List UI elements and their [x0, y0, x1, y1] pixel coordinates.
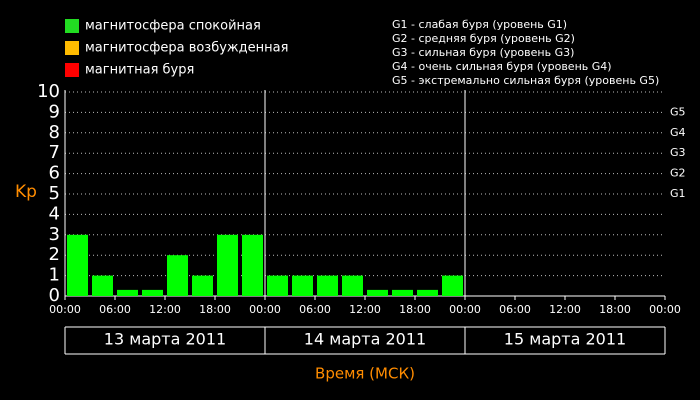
y-tick-label: 5 [49, 183, 60, 204]
x-tick-label: 06:00 [299, 303, 331, 316]
y-tick-label: 3 [49, 224, 60, 245]
day-label: 13 марта 2011 [104, 330, 226, 349]
x-tick-label: 06:00 [99, 303, 131, 316]
bar [192, 275, 213, 296]
x-tick-label: 18:00 [599, 303, 631, 316]
x-tick-label: 18:00 [199, 303, 231, 316]
bar [92, 275, 113, 296]
bar [342, 275, 363, 296]
y-tick-label: 4 [49, 203, 60, 224]
legend-swatch [65, 63, 79, 77]
legend-swatch [65, 19, 79, 33]
legend-swatch [65, 41, 79, 55]
y-tick-label: 9 [49, 101, 60, 122]
y2-tick-label: G5 [670, 105, 686, 118]
bar [442, 275, 463, 296]
day-label: 14 марта 2011 [304, 330, 426, 349]
y-tick-label: 0 [49, 285, 60, 306]
y-axis-label: Kp [15, 182, 37, 202]
bar [142, 289, 163, 296]
x-tick-label: 00:00 [449, 303, 481, 316]
x-axis-label: Время (МСК) [315, 365, 415, 383]
bar [367, 289, 388, 296]
bar [217, 234, 238, 296]
bar [417, 289, 438, 296]
x-tick-label: 12:00 [349, 303, 381, 316]
x-tick-label: 18:00 [399, 303, 431, 316]
storm-level: G4 - очень сильная буря (уровень G4) [392, 60, 612, 73]
x-tick-label: 00:00 [49, 303, 81, 316]
storm-level: G5 - экстремально сильная буря (уровень … [392, 74, 659, 87]
x-tick-label: 12:00 [549, 303, 581, 316]
bar [167, 255, 188, 296]
bar [117, 289, 138, 296]
y-tick-label: 2 [49, 244, 60, 265]
y2-tick-label: G3 [670, 146, 686, 159]
x-tick-label: 00:00 [649, 303, 681, 316]
y-tick-label: 6 [49, 163, 60, 184]
legend-label: магнитная буря [85, 63, 194, 78]
y-tick-label: 8 [49, 122, 60, 143]
y-tick-label: 1 [49, 265, 60, 286]
storm-level: G1 - слабая буря (уровень G1) [392, 18, 567, 31]
bar [392, 289, 413, 296]
x-tick-label: 06:00 [499, 303, 531, 316]
bar [242, 234, 263, 296]
storm-level: G2 - средняя буря (уровень G2) [392, 32, 575, 45]
x-tick-label: 00:00 [249, 303, 281, 316]
bar [317, 275, 338, 296]
bar [267, 275, 288, 296]
y2-tick-label: G1 [670, 187, 686, 200]
bar [292, 275, 313, 296]
y-tick-label: 10 [37, 81, 60, 102]
legend-label: магнитосфера спокойная [85, 19, 261, 34]
storm-level: G3 - сильная буря (уровень G3) [392, 46, 574, 59]
y2-tick-label: G2 [670, 167, 686, 180]
bar [67, 234, 88, 296]
day-label: 15 марта 2011 [504, 330, 626, 349]
y-tick-label: 7 [49, 142, 60, 163]
legend-label: магнитосфера возбужденная [85, 41, 288, 56]
y2-tick-label: G4 [670, 126, 686, 139]
x-tick-label: 12:00 [149, 303, 181, 316]
